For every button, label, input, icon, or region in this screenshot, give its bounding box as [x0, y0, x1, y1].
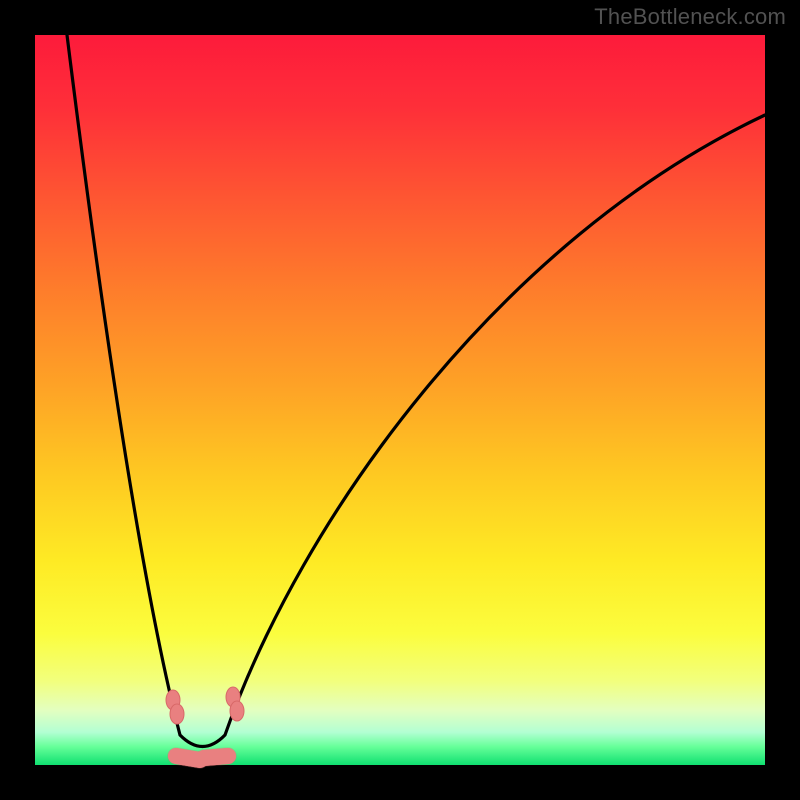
marker-bead	[230, 701, 244, 721]
marker-floor-capsule-fill	[204, 756, 228, 758]
marker-bead	[170, 704, 184, 724]
watermark-text: TheBottleneck.com	[594, 4, 786, 30]
chart-container: TheBottleneck.com	[0, 0, 800, 800]
chart-svg	[0, 0, 800, 800]
plot-background	[35, 35, 765, 765]
